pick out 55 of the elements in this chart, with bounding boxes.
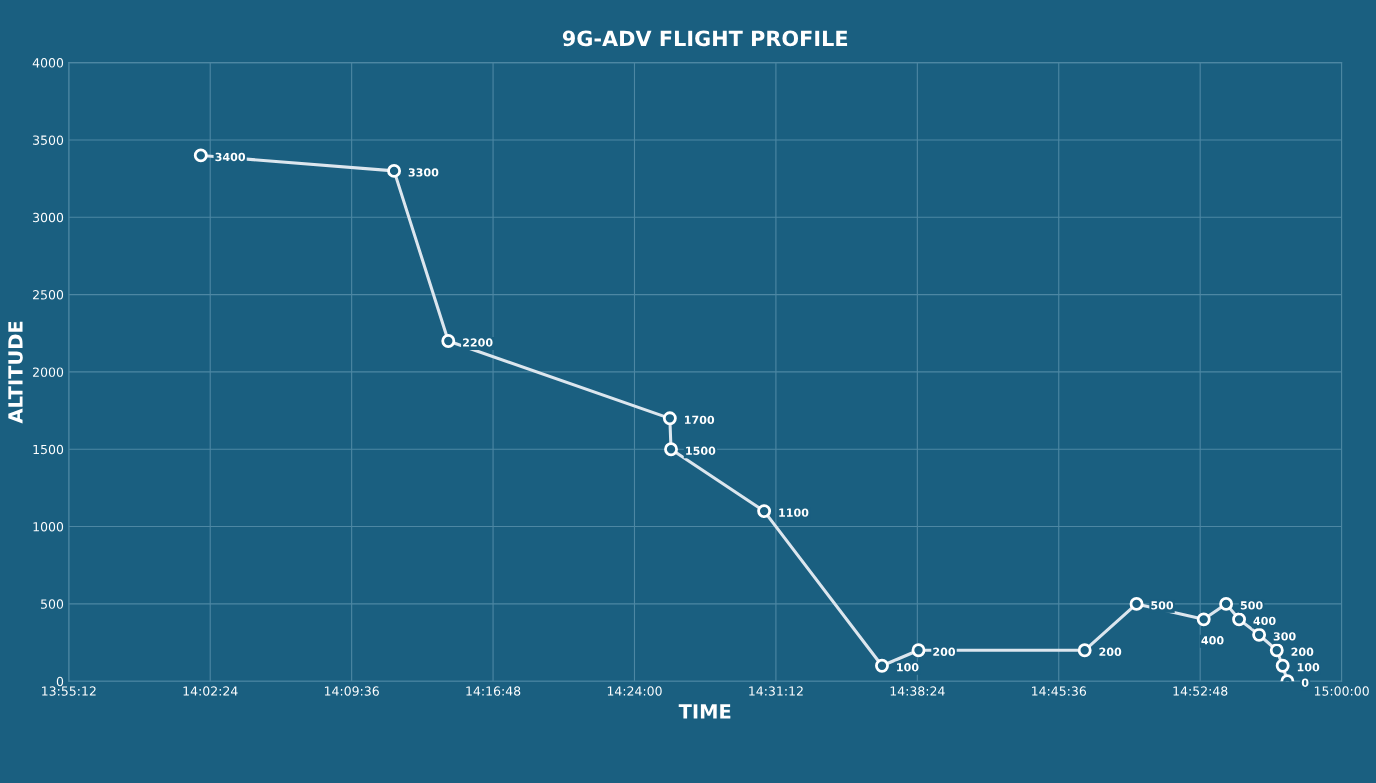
data-label: 1500 xyxy=(686,446,716,455)
y-tick-label: 1000 xyxy=(33,522,64,532)
y-tick-label: 0 xyxy=(56,676,64,687)
point xyxy=(1269,643,1284,658)
point xyxy=(1077,643,1092,658)
x-tick-label: 14:31:12 xyxy=(749,686,803,696)
x-tick-label: 14:24:00 xyxy=(607,686,662,696)
point xyxy=(664,442,678,457)
data-label: 400 xyxy=(1201,636,1224,645)
point xyxy=(1219,596,1234,611)
data-label: 300 xyxy=(1273,632,1296,641)
y-tick-label: 2500 xyxy=(33,290,64,300)
y-axis-title: ALTITUDE xyxy=(8,321,23,424)
data-label: 500 xyxy=(1151,601,1174,610)
x-tick-label: 14:02:24 xyxy=(183,686,238,696)
data-label: 400 xyxy=(1253,616,1276,626)
y-tick-label: 500 xyxy=(41,599,64,609)
point xyxy=(193,148,208,163)
point xyxy=(875,658,889,673)
x-tick-label: 14:45:36 xyxy=(1032,686,1087,696)
data-label: 3300 xyxy=(408,168,439,177)
y-tick-label: 2000 xyxy=(33,367,64,377)
data-label: 1100 xyxy=(779,508,809,517)
data-label: 2200 xyxy=(463,338,493,347)
data-label: 200 xyxy=(1291,647,1314,656)
data-label: 1700 xyxy=(684,415,715,425)
point xyxy=(911,643,926,658)
point xyxy=(662,411,677,426)
data-label: 100 xyxy=(897,663,919,672)
point xyxy=(1252,627,1267,642)
x-axis-title: TIME xyxy=(678,704,731,719)
data-label: 0 xyxy=(1301,678,1309,687)
chart-title: 9G-ADV FLIGHT PROFILE xyxy=(562,30,848,47)
x-tick-label: 14:09:36 xyxy=(324,686,379,696)
x-tick-label: 14:52:48 xyxy=(1173,686,1228,696)
data-label: 200 xyxy=(1099,647,1122,656)
point xyxy=(387,163,402,178)
point xyxy=(1196,612,1211,627)
x-tick-label: 14:16:48 xyxy=(466,686,521,696)
data-label: 100 xyxy=(1297,663,1320,672)
x-tick-label: 15:00:00 xyxy=(1314,686,1369,696)
y-tick-label: 4000 xyxy=(32,58,64,68)
data-label: 3400 xyxy=(215,152,246,162)
data-label: 500 xyxy=(1240,601,1263,610)
y-tick-label: 3500 xyxy=(33,135,64,145)
x-tick-label: 13:55:12 xyxy=(42,686,96,696)
point xyxy=(1232,612,1247,627)
y-tick-label: 3000 xyxy=(33,212,64,223)
x-tick-label: 14:38:24 xyxy=(890,686,945,696)
point xyxy=(441,334,456,348)
data-label: 200 xyxy=(933,647,956,656)
point xyxy=(1275,658,1290,673)
point xyxy=(757,504,772,519)
point xyxy=(1129,596,1144,611)
y-tick-label: 1500 xyxy=(33,444,64,455)
